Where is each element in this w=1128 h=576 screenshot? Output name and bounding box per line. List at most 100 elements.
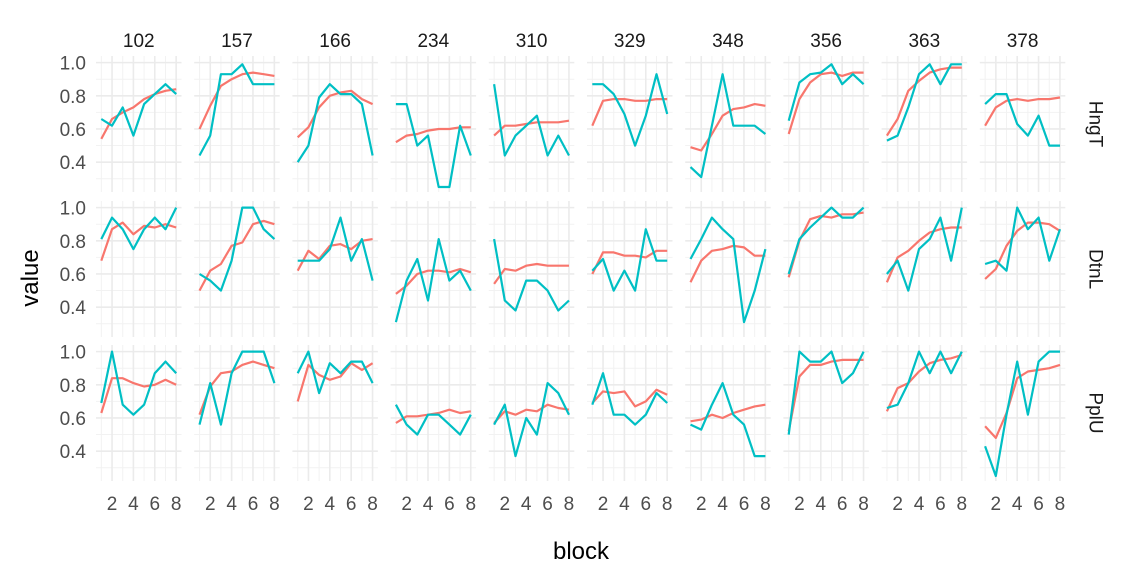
y-tick-label: 0.8 xyxy=(60,87,86,108)
panel-356-HngT xyxy=(783,56,869,192)
panel-356-DtnL xyxy=(783,201,869,337)
x-tick-label: 2 xyxy=(205,494,216,515)
y-tick-label: 0.4 xyxy=(60,153,87,174)
x-tick-label: 6 xyxy=(640,494,651,515)
panel-378-DtnL xyxy=(979,201,1066,337)
panels-layer xyxy=(96,56,1066,481)
series-line-1-102-DtnL xyxy=(100,221,177,262)
y-tick-label: 0.4 xyxy=(60,442,87,463)
x-tick-label: 8 xyxy=(1055,494,1066,515)
x-tick-label: 6 xyxy=(444,494,455,515)
x-tick-label: 4 xyxy=(521,494,532,515)
panel-166-PplU xyxy=(292,345,378,481)
x-tick-label: 8 xyxy=(564,494,575,515)
x-tick-label: 8 xyxy=(269,494,280,515)
series-line-2-356-PplU xyxy=(787,350,865,435)
x-tick-label: 4 xyxy=(226,494,237,515)
series-line-2-363-PplU xyxy=(886,350,963,410)
y-axes: 0.4 0.6 0.8 1.0 0.4 0.6 0.8 1.0 0.4 0.6 0.8 1.0 xyxy=(60,54,87,464)
panel-329-PplU xyxy=(587,345,673,481)
x-tick-label: 4 xyxy=(717,494,728,515)
x-tick-label: 4 xyxy=(1012,494,1023,515)
x-tick-label: 8 xyxy=(171,494,182,515)
panel-166-HngT xyxy=(292,56,378,192)
x-tick-label: 4 xyxy=(816,494,827,515)
series-line-2-310-HngT xyxy=(493,84,570,157)
panel-166-DtnL xyxy=(292,201,378,337)
series-line-1-356-HngT xyxy=(787,71,864,135)
series-line-2-329-PplU xyxy=(591,372,668,426)
y-tick-label: 1.0 xyxy=(60,54,86,75)
panel-378-HngT xyxy=(979,56,1066,192)
series-line-1-157-HngT xyxy=(198,71,275,130)
x-tick-label: 6 xyxy=(346,494,357,515)
series-line-1-157-PplU xyxy=(198,360,275,416)
y-tick-label: 0.8 xyxy=(60,376,86,397)
y-tick-label: 0.6 xyxy=(60,265,86,286)
x-tick-label: 6 xyxy=(542,494,553,515)
panel-363-HngT xyxy=(881,56,968,192)
y-tick-label: 0.4 xyxy=(60,298,87,319)
x-tick-label: 2 xyxy=(107,494,118,515)
series-line-2-329-DtnL xyxy=(591,228,668,292)
series-line-1-166-PplU xyxy=(296,362,374,402)
series-line-2-166-DtnL xyxy=(297,216,374,281)
facet-col-label: 356 xyxy=(810,31,842,52)
panel-102-HngT xyxy=(96,56,182,192)
x-tick-label: 4 xyxy=(619,494,630,515)
x-tick-label: 8 xyxy=(858,494,869,515)
series-line-2-310-DtnL xyxy=(493,238,570,312)
series-line-1-378-HngT xyxy=(984,96,1061,127)
series-line-1-378-DtnL xyxy=(984,221,1061,280)
panel-157-HngT xyxy=(194,56,280,192)
x-tick-label: 6 xyxy=(248,494,259,515)
panel-378-PplU xyxy=(979,345,1066,481)
series-line-1-310-DtnL xyxy=(493,262,569,285)
series-line-2-157-DtnL xyxy=(198,206,276,292)
facet-col-label: 234 xyxy=(417,31,449,52)
series-line-1-310-HngT xyxy=(493,119,570,137)
x-tick-label: 2 xyxy=(892,494,903,515)
x-tick-label: 2 xyxy=(401,494,412,515)
panel-363-PplU xyxy=(881,345,968,481)
facet-col-label: 166 xyxy=(319,31,351,52)
panel-356-PplU xyxy=(783,345,869,481)
panel-234-DtnL xyxy=(390,201,477,337)
series-line-2-166-PplU xyxy=(296,350,374,395)
x-tick-label: 2 xyxy=(794,494,805,515)
panel-348-HngT xyxy=(685,56,771,192)
series-line-2-234-HngT xyxy=(395,102,472,189)
panel-363-DtnL xyxy=(881,201,968,337)
series-line-2-356-HngT xyxy=(787,63,865,121)
x-tick-label: 8 xyxy=(662,494,673,515)
series-line-2-378-PplU xyxy=(984,350,1060,478)
panel-310-PplU xyxy=(488,345,575,481)
series-line-2-310-PplU xyxy=(493,382,570,458)
series-line-2-234-DtnL xyxy=(394,238,472,323)
panel-310-DtnL xyxy=(488,201,575,337)
series-line-1-329-DtnL xyxy=(591,249,668,275)
facet-col-label: 329 xyxy=(614,31,646,52)
series-line-2-378-HngT xyxy=(984,92,1060,147)
facet-row-label: DtnL xyxy=(1084,249,1105,289)
x-tick-label: 4 xyxy=(128,494,139,515)
series-line-2-348-PplU xyxy=(690,382,766,458)
x-tick-label: 2 xyxy=(303,494,314,515)
x-tick-label: 6 xyxy=(935,494,946,515)
facet-strips: 102 157 166 234 310 329 348 356 363 378 HngT DtnL Pp… xyxy=(123,31,1105,434)
series-line-2-363-DtnL xyxy=(886,207,963,292)
series-line-2-356-DtnL xyxy=(787,206,865,275)
series-line-1-348-PplU xyxy=(690,403,766,423)
series-line-1-363-DtnL xyxy=(885,226,962,283)
facet-col-label: 348 xyxy=(712,31,744,52)
y-tick-label: 1.0 xyxy=(60,343,86,364)
series-line-2-102-HngT xyxy=(100,83,177,137)
x-tick-label: 2 xyxy=(696,494,707,515)
series-line-1-102-HngT xyxy=(100,88,177,140)
series-line-2-378-DtnL xyxy=(984,206,1062,272)
series-line-1-157-DtnL xyxy=(198,219,275,292)
series-line-1-102-PplU xyxy=(100,377,177,414)
series-line-1-329-HngT xyxy=(591,97,668,127)
y-tick-label: 0.6 xyxy=(60,409,86,430)
